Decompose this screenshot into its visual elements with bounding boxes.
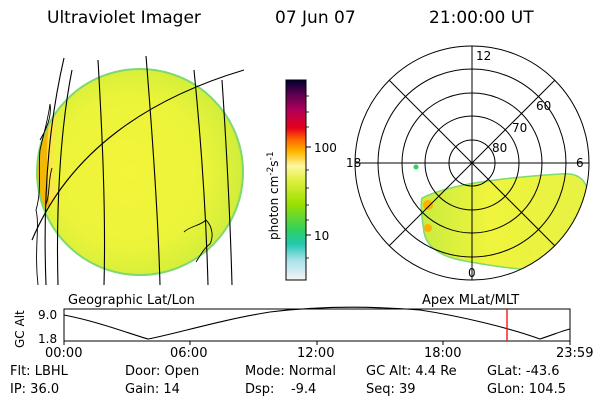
seq-status: Seq: 39 [366, 382, 416, 397]
time-tick-label: 06:00 [170, 346, 208, 361]
gc-alt-status: GC Alt: 4.4 Re [366, 364, 457, 379]
coastline [35, 103, 213, 286]
mlt-label-6: 6 [576, 156, 584, 170]
date-label: 07 Jun 07 [275, 8, 356, 28]
meridian [193, 69, 209, 286]
colorbar-minor-ticks [306, 95, 309, 259]
meridian [56, 69, 73, 286]
longitude-grid [44, 55, 233, 286]
ip-status: IP: 36.0 [10, 382, 60, 397]
glat-status: GLat: -43.6 [487, 364, 560, 379]
earth-disk [37, 69, 243, 275]
polar-plot: 12 18 6 0 60 70 80 [346, 45, 590, 281]
x-axis-ticks [63, 341, 571, 345]
small-emission-dot [413, 164, 419, 170]
time-tick-label: 23:59 [556, 346, 594, 361]
colorbar-tick-label: 100 [314, 141, 337, 155]
altitude-plot: 9.0 1.8 GC Alt [13, 306, 571, 348]
altitude-ylabel: GC Alt [13, 310, 27, 348]
colorbar: 100 10 photon cm-2s-1 [266, 79, 337, 281]
door-status: Door: Open [125, 364, 200, 379]
hot-spot [423, 200, 433, 210]
dsp-status: Dsp: -9.4 [245, 382, 317, 397]
coastline-island [183, 219, 213, 263]
mlt-label-0: 0 [468, 266, 476, 280]
altitude-plot-frame [63, 308, 571, 342]
mlt-label-12: 12 [476, 49, 491, 63]
colorbar-tick-label: 10 [314, 229, 329, 243]
glon-status: GLon: 104.5 [487, 382, 567, 397]
altitude-ymin-label: 1.8 [38, 332, 57, 346]
time-tick-label: 12:00 [297, 346, 335, 361]
meridian [221, 79, 233, 286]
mlat-label-60: 60 [536, 99, 551, 113]
time-label: 21:00:00 UT [429, 8, 534, 28]
colorbar-unit-label: photon cm-2s-1 [266, 151, 281, 240]
mode-status: Mode: Normal [245, 364, 336, 379]
coastline-fragment [45, 167, 53, 205]
mlt-spoke [388, 79, 556, 247]
meridian [97, 59, 106, 286]
latitude-line [31, 69, 245, 241]
filter-status: Flt: LBHL [10, 364, 68, 379]
mlat-label-70: 70 [512, 121, 527, 135]
meridian [44, 57, 65, 286]
altitude-ymax-label: 9.0 [38, 308, 57, 322]
disk-edge [36, 68, 244, 276]
mlt-spokes [355, 46, 589, 280]
instrument-title: Ultraviolet Imager [47, 8, 201, 28]
coastline-west [35, 103, 51, 286]
mlt-label-18: 18 [346, 156, 361, 170]
colorbar-scale [285, 79, 307, 281]
mlat-label-80: 80 [492, 141, 507, 155]
time-tick-label: 00:00 [45, 346, 83, 361]
geographic-image [31, 55, 245, 286]
time-tick-label: 18:00 [424, 346, 462, 361]
hot-spot [424, 224, 432, 232]
geographic-panel-label: Geographic Lat/Lon [68, 293, 195, 308]
altitude-curve [63, 306, 571, 340]
apex-panel-label: Apex MLat/MLT [422, 293, 520, 308]
gain-status: Gain: 14 [125, 382, 180, 397]
meridian [145, 55, 161, 286]
